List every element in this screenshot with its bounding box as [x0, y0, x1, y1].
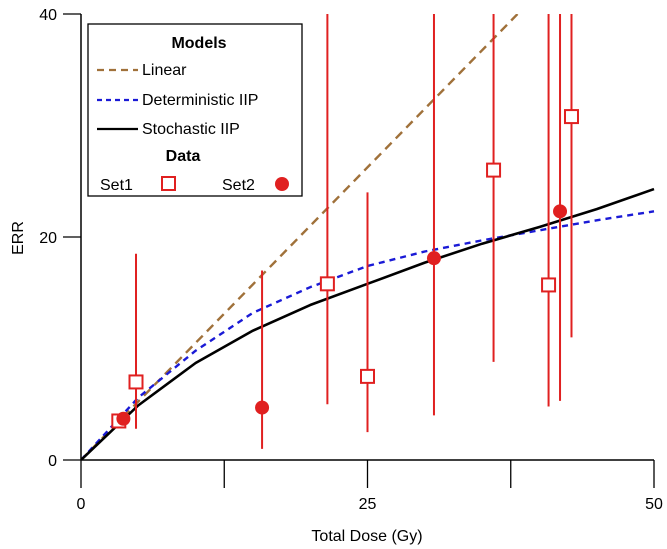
- curve-linear: [81, 14, 520, 460]
- axis-ticks: 0 25 50 0 20 40: [39, 7, 663, 513]
- set2-circle-marker: [255, 400, 270, 415]
- set2-circle-marker: [426, 251, 441, 266]
- y-tick-label: 40: [39, 7, 57, 24]
- legend-linear-label: Linear: [142, 62, 187, 79]
- legend-box: [87, 23, 303, 197]
- y-tick-label: 20: [39, 230, 57, 247]
- legend-set2-label: Set2: [222, 177, 255, 194]
- set1-square-marker: [563, 109, 579, 125]
- curve-deterministic-iip: [81, 210, 655, 460]
- legend-stochastic-label: Stochastic IIP: [142, 121, 240, 138]
- set2-circle-marker: [116, 411, 131, 426]
- x-axis-title: Total Dose (Gy): [311, 528, 422, 545]
- set1-square-marker: [360, 368, 375, 384]
- x-tick-label: 25: [359, 496, 377, 513]
- set1-square-marker: [486, 162, 502, 178]
- legend-models-header: Models: [171, 35, 226, 52]
- legend-deterministic-label: Deterministic IIP: [142, 92, 258, 109]
- legend-data-header: Data: [166, 148, 201, 165]
- set1-square-marker: [128, 374, 144, 390]
- legend-set2-circle-icon: [275, 177, 289, 191]
- data-markers: [111, 109, 579, 429]
- set1-square-marker: [541, 277, 557, 293]
- set2-circle-marker: [553, 204, 568, 219]
- set1-square-marker: [319, 276, 335, 292]
- x-tick-label: 50: [645, 496, 663, 513]
- legend: Models Linear Deterministic IIP Stochast…: [87, 23, 303, 197]
- legend-set1-label: Set1: [100, 177, 133, 194]
- y-tick-label: 0: [48, 453, 57, 470]
- y-axis-title: ERR: [10, 221, 27, 255]
- legend-set1-square-icon: [161, 176, 176, 191]
- x-tick-label: 0: [77, 496, 86, 513]
